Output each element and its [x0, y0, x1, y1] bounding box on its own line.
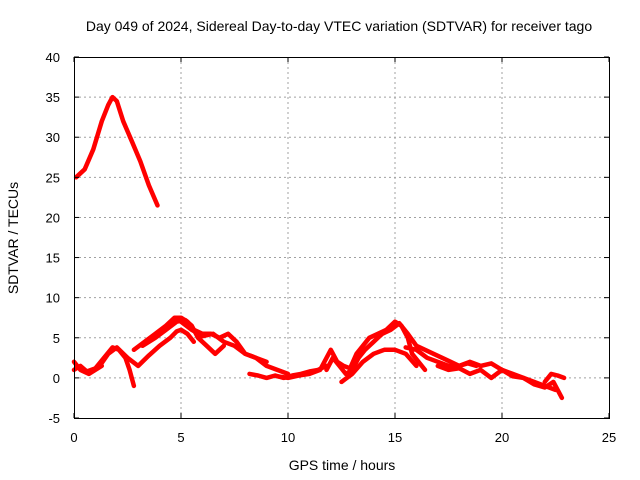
- y-axis-label: SDTVAR / TECUs: [5, 182, 21, 294]
- y-tick-label: 5: [53, 331, 60, 346]
- chart-title: Day 049 of 2024, Sidereal Day-to-day VTE…: [86, 18, 593, 34]
- series-track-14: [542, 371, 567, 385]
- x-tick-label: 5: [177, 430, 184, 445]
- series-group: [71, 94, 567, 401]
- series-track-7: [178, 319, 269, 365]
- y-tick-label: 35: [46, 90, 60, 105]
- series-track-1: [73, 94, 160, 208]
- y-tick-label: 10: [46, 291, 60, 306]
- x-tick-label: 25: [602, 430, 616, 445]
- y-tick-label: 40: [46, 50, 60, 65]
- y-tick-label: 25: [46, 170, 60, 185]
- series-track-10: [324, 321, 479, 377]
- x-tick-label: 10: [281, 430, 295, 445]
- y-tick-label: -5: [48, 411, 60, 426]
- series-track-6: [140, 317, 227, 357]
- y-tick-label: 0: [53, 371, 60, 386]
- series-track-4: [97, 327, 197, 369]
- series-track-3: [71, 359, 105, 377]
- plot-frame: [74, 57, 610, 419]
- x-tick-label: 20: [495, 430, 509, 445]
- y-tick-label: 20: [46, 210, 60, 225]
- x-axis-label: GPS time / hours: [289, 457, 396, 473]
- ticks: 0 5 10 15 20 25 -5 0 5 10 15 20 25 30 35 40: [46, 50, 617, 445]
- series-track-13: [435, 363, 565, 401]
- y-tick-label: 15: [46, 251, 60, 266]
- x-tick-label: 0: [70, 430, 77, 445]
- y-tick-label: 30: [46, 130, 60, 145]
- series-track-11: [339, 347, 419, 385]
- x-tick-label: 15: [388, 430, 402, 445]
